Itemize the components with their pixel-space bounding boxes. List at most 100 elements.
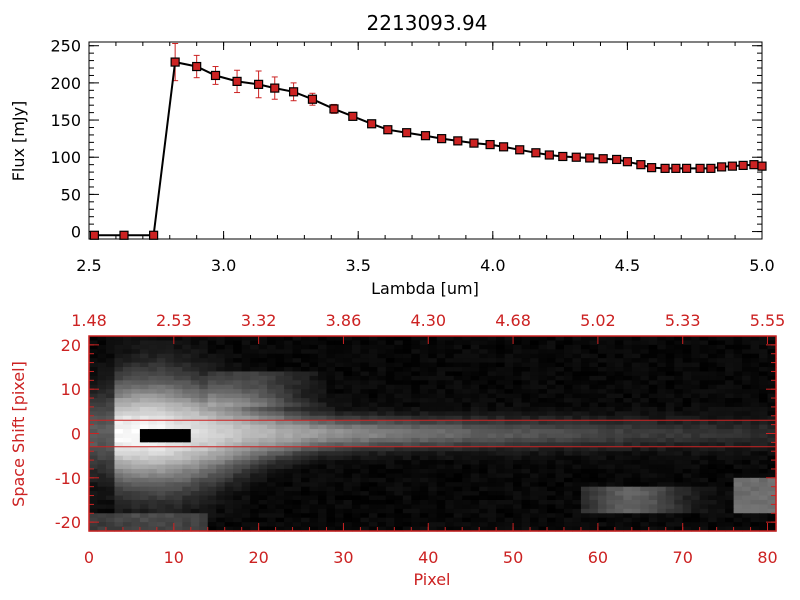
heatmap-cell [521, 513, 531, 519]
heatmap-cell [708, 367, 718, 373]
heatmap-cell [597, 336, 607, 342]
heatmap-cell [487, 464, 497, 470]
heatmap-cell [139, 415, 149, 421]
heatmap-cell [657, 526, 667, 532]
heatmap-cell [623, 517, 633, 523]
heatmap-cell [504, 486, 514, 492]
heatmap-cell [165, 508, 175, 514]
heatmap-cell [394, 491, 404, 497]
heatmap-cell [767, 375, 777, 381]
heatmap-cell [479, 446, 489, 452]
heatmap-cell [207, 344, 217, 350]
heatmap-cell [445, 424, 455, 430]
heatmap-cell [301, 517, 311, 523]
heatmap-cell [89, 433, 99, 439]
data-point [757, 161, 767, 171]
heatmap-cell [445, 353, 455, 359]
heatmap-cell [513, 446, 523, 452]
heatmap-cell [89, 415, 99, 421]
heatmap-cell [580, 442, 591, 448]
heatmap-cell [89, 460, 99, 466]
data-point [119, 230, 129, 240]
heatmap-cell [301, 384, 311, 390]
heatmap-cell [301, 477, 311, 483]
heatmap-cell [292, 340, 302, 346]
heatmap-cell [547, 517, 557, 523]
heatmap-cell [250, 415, 260, 421]
heatmap-cell [105, 362, 116, 368]
heatmap-cell [699, 402, 709, 408]
data-point [636, 160, 646, 170]
heatmap-cell [402, 522, 412, 528]
heatmap-cell [114, 415, 124, 421]
heatmap-cell [725, 517, 735, 523]
heatmap-cell [428, 415, 438, 421]
heatmap-cell [419, 349, 429, 355]
heatmap-cell [139, 340, 149, 346]
heatmap-cell [479, 393, 489, 399]
heatmap-cell [402, 508, 412, 514]
heatmap-cell [267, 362, 277, 368]
heatmap-cell [131, 433, 141, 439]
heatmap-cell [521, 451, 531, 457]
heatmap-cell [445, 362, 455, 368]
heatmap-cell [224, 371, 234, 377]
heatmap-cell [691, 499, 701, 506]
heatmap-cell [318, 477, 328, 483]
heatmap-cell [445, 495, 455, 501]
heatmap-cell [182, 495, 192, 501]
heatmap-cell [428, 420, 438, 426]
heatmap-cell [428, 455, 438, 461]
heatmap-cell [165, 437, 175, 443]
heatmap-cell [504, 460, 514, 466]
heatmap-cell [165, 375, 175, 381]
heatmap-cell [538, 424, 548, 430]
heatmap-cell [538, 451, 548, 457]
heatmap-cell [411, 375, 421, 381]
heatmap-cell [360, 486, 370, 492]
heatmap-cell [436, 504, 446, 510]
heatmap-cell [122, 437, 133, 443]
heatmap-cell [674, 495, 684, 501]
heatmap-cell [368, 433, 378, 439]
heatmap-cell [555, 486, 565, 492]
heatmap-cell [648, 491, 658, 497]
heatmap-cell [547, 526, 557, 532]
heatmap-cell [122, 468, 133, 474]
heatmap-cell [589, 508, 599, 514]
heatmap-cell [224, 522, 234, 528]
heatmap-cell [597, 437, 607, 443]
heatmap-cell [436, 358, 446, 364]
heatmap-cell [368, 451, 378, 457]
heatmap-cell [640, 451, 650, 457]
heatmap-cell [750, 393, 760, 399]
heatmap-cell [156, 477, 166, 483]
heatmap-cell [318, 384, 328, 390]
heatmap-cell [156, 389, 166, 395]
heatmap-cell [105, 358, 116, 364]
heatmap-cell [411, 384, 421, 390]
data-point [453, 136, 463, 146]
heatmap-cell [597, 344, 607, 350]
heatmap-cell [640, 380, 650, 386]
heatmap-cell [725, 499, 735, 506]
heatmap-cell [334, 464, 345, 470]
heatmap-cell [292, 433, 302, 439]
heatmap-cell [589, 495, 599, 501]
heatmap-cell [343, 362, 353, 368]
heatmap-cell [496, 393, 506, 399]
heatmap-cell [589, 526, 599, 532]
heatmap-cell [334, 424, 345, 430]
heatmap-cell [97, 468, 107, 474]
heatmap-cell [360, 451, 370, 457]
heatmap-cell [530, 415, 540, 421]
heatmap-cell [156, 349, 166, 355]
heatmap-cell [334, 398, 345, 404]
heatmap-cell [487, 362, 497, 368]
heatmap-cell [233, 402, 243, 408]
heatmap-cell [614, 389, 624, 395]
heatmap-cell [691, 340, 701, 346]
heatmap-cell [767, 371, 777, 377]
heatmap-cell [572, 473, 582, 479]
heatmap-cell [538, 362, 548, 368]
